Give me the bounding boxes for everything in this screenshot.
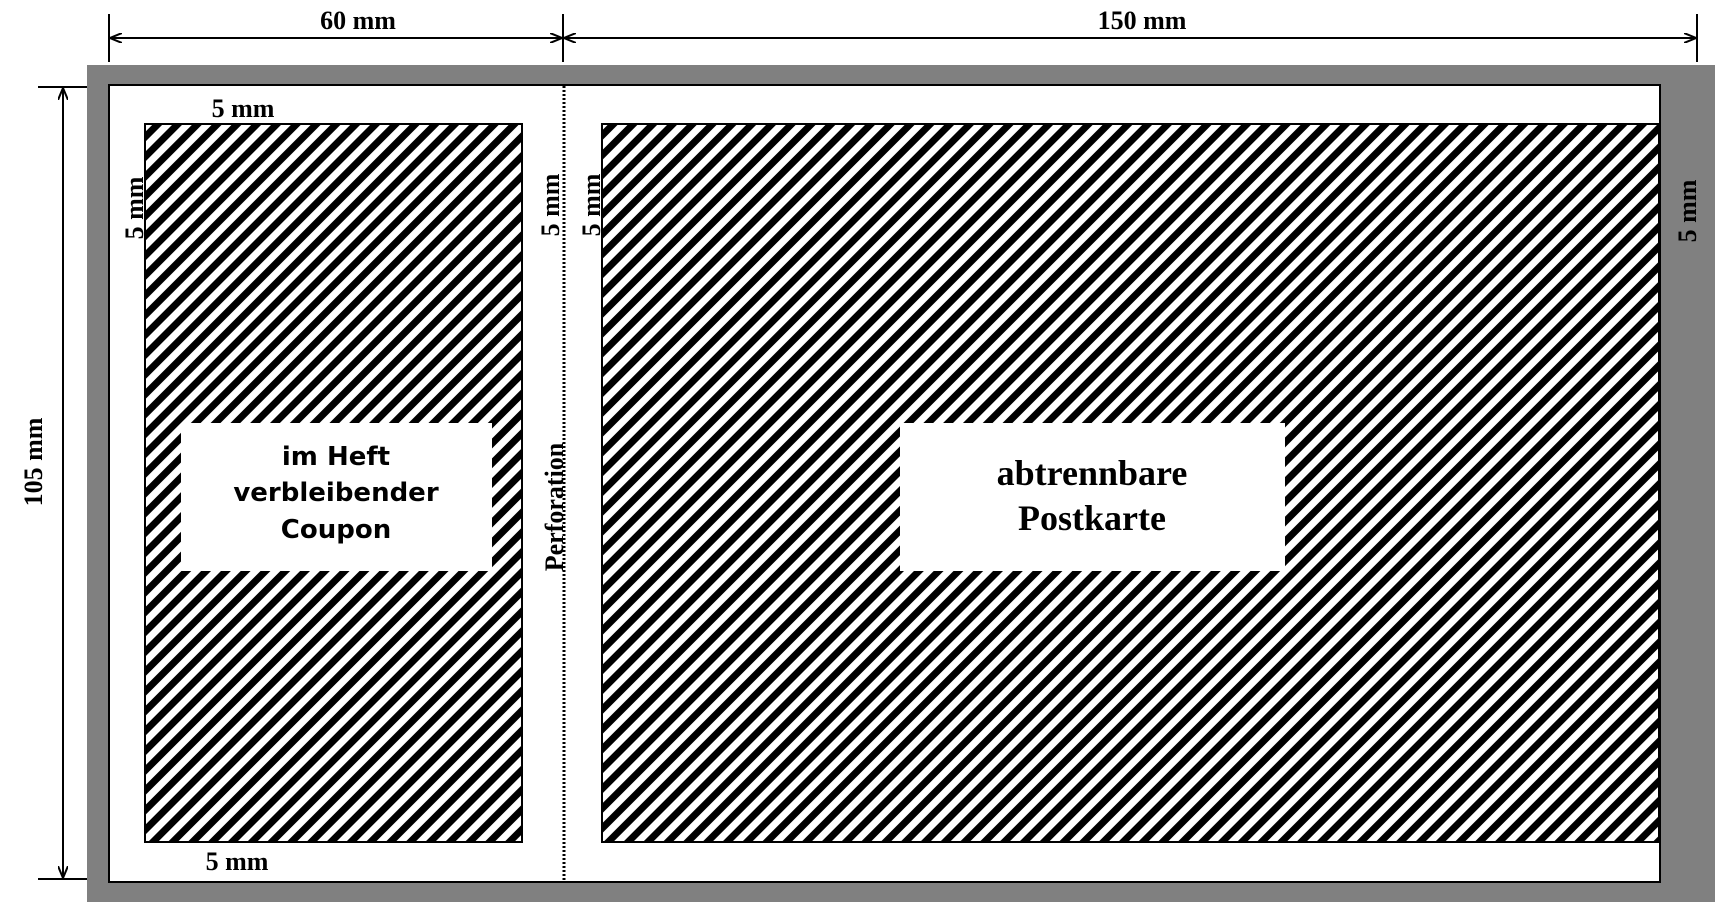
coupon-right-margin-label: 5 mm <box>536 173 565 236</box>
height-label: 105 mm <box>19 417 48 506</box>
coupon-bottom-margin-label: 5 mm <box>206 847 269 876</box>
coupon-top-margin-label: 5 mm <box>212 94 275 123</box>
coupon-label-line2: verbleibender <box>233 478 438 508</box>
postcard-label-box <box>900 423 1285 571</box>
width-right-label: 150 mm <box>1098 6 1187 35</box>
postcard-label-line1: abtrennbare <box>997 453 1188 493</box>
coupon-left-margin-label: 5 mm <box>120 176 149 239</box>
perforation-label: Perforation <box>540 442 569 571</box>
coupon-label-box <box>181 423 492 571</box>
postcard-label-line2: Postkarte <box>1018 498 1166 538</box>
coupon-label-line3: Coupon <box>281 515 391 545</box>
coupon-label-line1: im Heft <box>282 442 390 472</box>
width-left-label: 60 mm <box>320 6 396 35</box>
postcard-left-margin-label: 5 mm <box>577 173 606 236</box>
postcard-right-margin-label: 5 mm <box>1673 179 1702 242</box>
